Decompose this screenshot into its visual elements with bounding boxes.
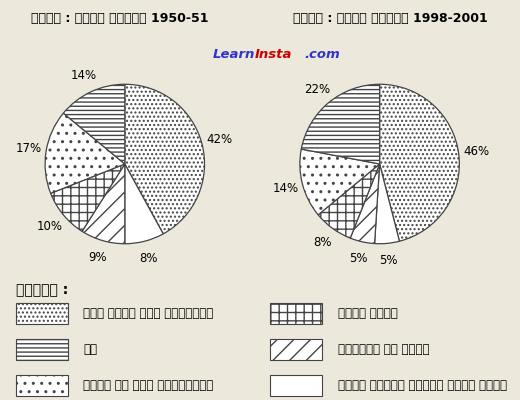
Text: 14%: 14% [70, 70, 96, 82]
Wedge shape [125, 84, 204, 234]
Wedge shape [300, 149, 380, 215]
Bar [270, 375, 322, 396]
Text: चरागाह और पेड़: चरागाह और पेड़ [338, 343, 430, 356]
Wedge shape [82, 164, 125, 244]
Bar [16, 339, 68, 360]
Text: परती भूमि: परती भूमि [338, 307, 398, 320]
Text: भारत : भूमि उपयोग 1998-2001: भारत : भूमि उपयोग 1998-2001 [293, 12, 487, 25]
Text: कुल बोया गया क्षेत्र: कुल बोया गया क्षेत्र [83, 307, 213, 320]
Text: भारत : भूमि उपयोग 1950-51: भारत : भूमि उपयोग 1950-51 [31, 12, 209, 25]
Wedge shape [125, 164, 163, 244]
Wedge shape [374, 164, 399, 244]
Text: 5%: 5% [349, 252, 368, 266]
Text: 42%: 42% [206, 133, 232, 146]
Bar [270, 339, 322, 360]
Text: 9%: 9% [88, 251, 107, 264]
Wedge shape [301, 84, 380, 164]
Wedge shape [380, 84, 459, 241]
Text: 17%: 17% [16, 142, 42, 155]
Wedge shape [45, 113, 125, 193]
Wedge shape [63, 84, 125, 164]
Text: वन: वन [83, 343, 97, 356]
Wedge shape [318, 164, 380, 238]
Text: 22%: 22% [305, 82, 331, 96]
Text: संकेत :: संकेत : [16, 284, 68, 298]
Bar [16, 375, 68, 396]
Text: 8%: 8% [313, 236, 332, 249]
Bar [16, 303, 68, 324]
Text: कृषि के लिए अप्राप्त: कृषि के लिए अप्राप्त [83, 379, 213, 392]
Text: कृषि योग्य बेकार पड़ी भूमि: कृषि योग्य बेकार पड़ी भूमि [338, 379, 507, 392]
Wedge shape [350, 164, 380, 244]
Text: Insta: Insta [255, 48, 292, 61]
Bar [270, 303, 322, 324]
Text: 46%: 46% [463, 145, 489, 158]
Text: 10%: 10% [37, 220, 63, 232]
Wedge shape [50, 164, 125, 231]
Text: .com: .com [304, 48, 340, 61]
Text: 8%: 8% [140, 252, 158, 265]
Text: Learn: Learn [213, 48, 255, 61]
Text: 5%: 5% [380, 254, 398, 267]
Text: 14%: 14% [272, 182, 298, 195]
